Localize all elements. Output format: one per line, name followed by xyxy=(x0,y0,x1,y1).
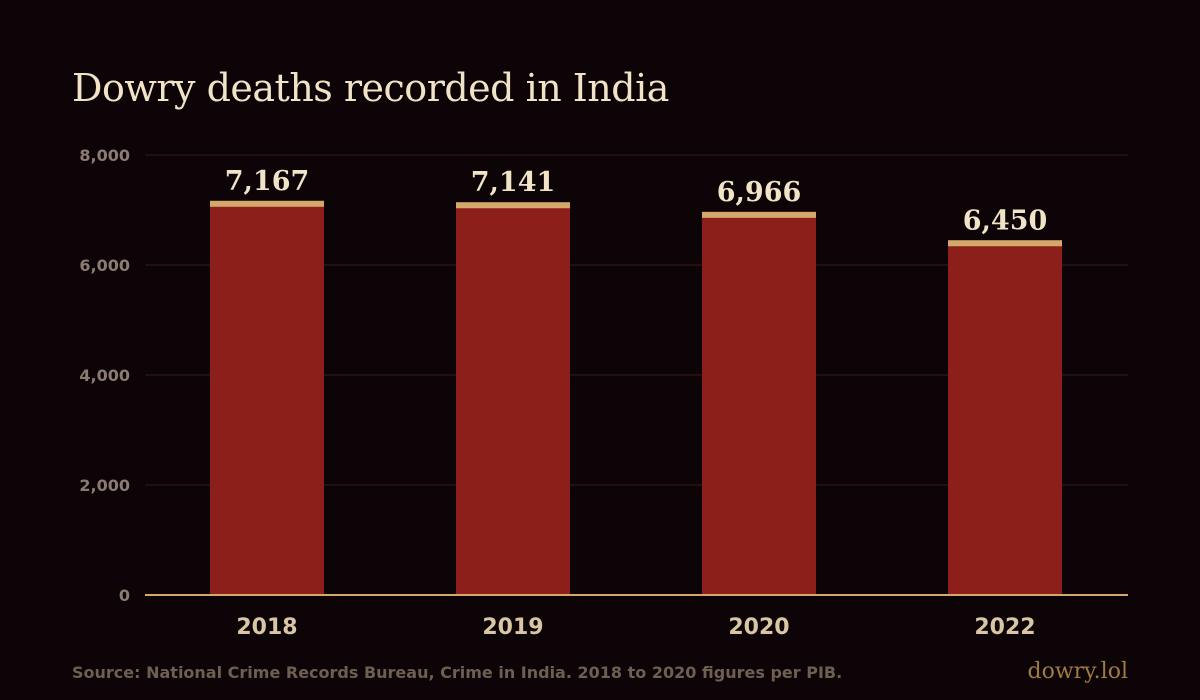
bar-cap xyxy=(702,211,816,218)
chart-title: Dowry deaths recorded in India xyxy=(72,66,669,110)
bar xyxy=(702,211,816,595)
x-axis-labels: 2018 2019 2020 2022 xyxy=(236,615,1035,640)
y-tick-label: 2,000 xyxy=(79,476,130,495)
value-labels: 7,167 7,141 6,966 6,450 xyxy=(225,166,1048,236)
value-label: 7,167 xyxy=(225,166,310,197)
bar-caps xyxy=(210,200,1062,247)
bar-cap xyxy=(210,200,324,207)
bar-cap xyxy=(948,240,1062,247)
bar xyxy=(948,240,1062,595)
bar-cap xyxy=(456,202,570,209)
value-label: 6,966 xyxy=(717,177,802,208)
y-tick-label: 0 xyxy=(119,586,130,605)
footer: Source: National Crime Records Bureau, C… xyxy=(0,655,1200,691)
x-tick-label: 2019 xyxy=(482,615,543,640)
value-label: 6,450 xyxy=(963,205,1048,236)
bar xyxy=(456,202,570,595)
x-tick-label: 2022 xyxy=(974,615,1035,640)
x-tick-label: 2020 xyxy=(728,615,789,640)
value-label: 7,141 xyxy=(471,167,556,198)
bars xyxy=(210,200,1062,595)
y-tick-label: 6,000 xyxy=(79,256,130,275)
y-tick-label: 4,000 xyxy=(79,366,130,385)
source-note: Source: National Crime Records Bureau, C… xyxy=(72,663,843,682)
x-tick-label: 2018 xyxy=(236,615,297,640)
brand-logo-text: dowry.lol xyxy=(1027,659,1129,684)
bar xyxy=(210,200,324,595)
y-tick-label: 8,000 xyxy=(79,146,130,165)
y-axis-ticks: 0 2,000 4,000 6,000 8,000 xyxy=(79,146,130,605)
